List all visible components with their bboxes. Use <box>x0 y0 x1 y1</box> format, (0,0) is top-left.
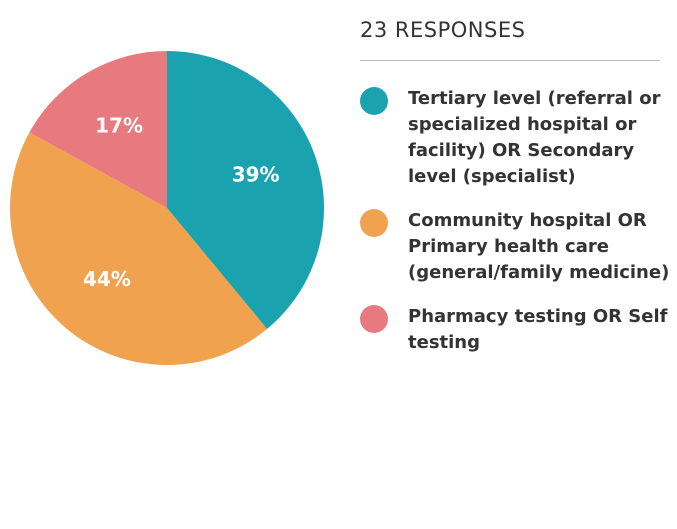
pie-slice <box>9 132 268 365</box>
legend-label: Pharmacy testing OR Self testing <box>408 306 668 353</box>
legend-item: Community hospital OR Primary health car… <box>360 208 672 286</box>
pie: 39% 44% 17% <box>9 51 324 365</box>
legend-swatch <box>360 87 388 115</box>
legend-item: Tertiary level (referral or specialized … <box>360 86 672 190</box>
pie-slice <box>29 51 168 208</box>
legend: Tertiary level (referral or specialized … <box>360 86 672 374</box>
pie-slice <box>167 51 324 329</box>
legend-swatch <box>360 209 388 237</box>
divider <box>360 60 660 61</box>
legend-item: Pharmacy testing OR Self testing <box>360 304 672 356</box>
legend-label: Tertiary level (referral or specialized … <box>408 88 661 187</box>
legend-label: Community hospital OR Primary health car… <box>408 210 670 283</box>
slice-label: 39% <box>232 163 280 187</box>
chart-title: 23 RESPONSES <box>360 18 526 42</box>
slice-label: 44% <box>83 267 131 291</box>
legend-swatch <box>360 305 388 333</box>
slice-label: 17% <box>95 113 143 137</box>
